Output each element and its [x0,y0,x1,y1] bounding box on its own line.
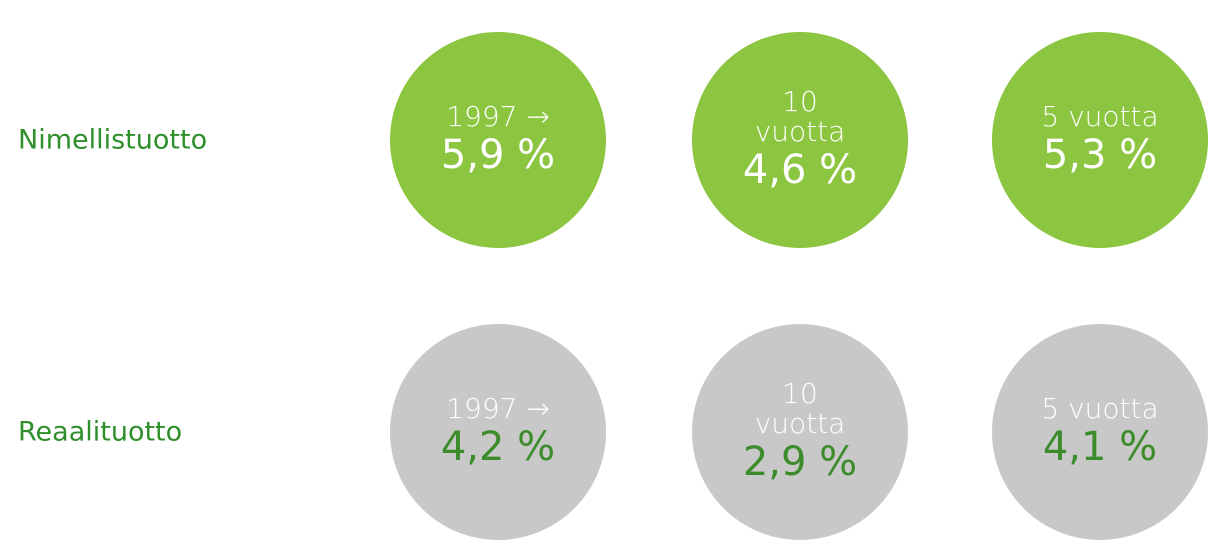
period-text: vuotta [754,115,846,148]
return-circle: 5 vuotta 4,1 % [992,324,1208,540]
return-value: 4,2 % [440,424,556,470]
return-circle: 5 vuotta 5,3 % [992,32,1208,248]
return-value: 5,3 % [1042,132,1158,178]
period-text: 1997 → [446,392,550,425]
row-label: Nimellistuotto [18,124,208,156]
return-circle: 1997 → 5,9 % [390,32,606,248]
return-circle: 10 vuotta 4,6 % [692,32,908,248]
return-circle: 10 vuotta 2,9 % [692,324,908,540]
row-label: Reaalituotto [18,416,183,448]
period-text: 1997 → [446,100,550,133]
period-text: vuotta [754,407,846,440]
return-value: 4,1 % [1042,424,1158,470]
period-text: 5 vuotta [1041,392,1159,425]
period-text: 10 [782,85,818,118]
return-value: 5,9 % [440,132,556,178]
period-text: 5 vuotta [1041,100,1159,133]
return-value: 2,9 % [742,439,858,485]
period-text: 10 [782,377,818,410]
return-circle: 1997 → 4,2 % [390,324,606,540]
return-value: 4,6 % [742,147,858,193]
